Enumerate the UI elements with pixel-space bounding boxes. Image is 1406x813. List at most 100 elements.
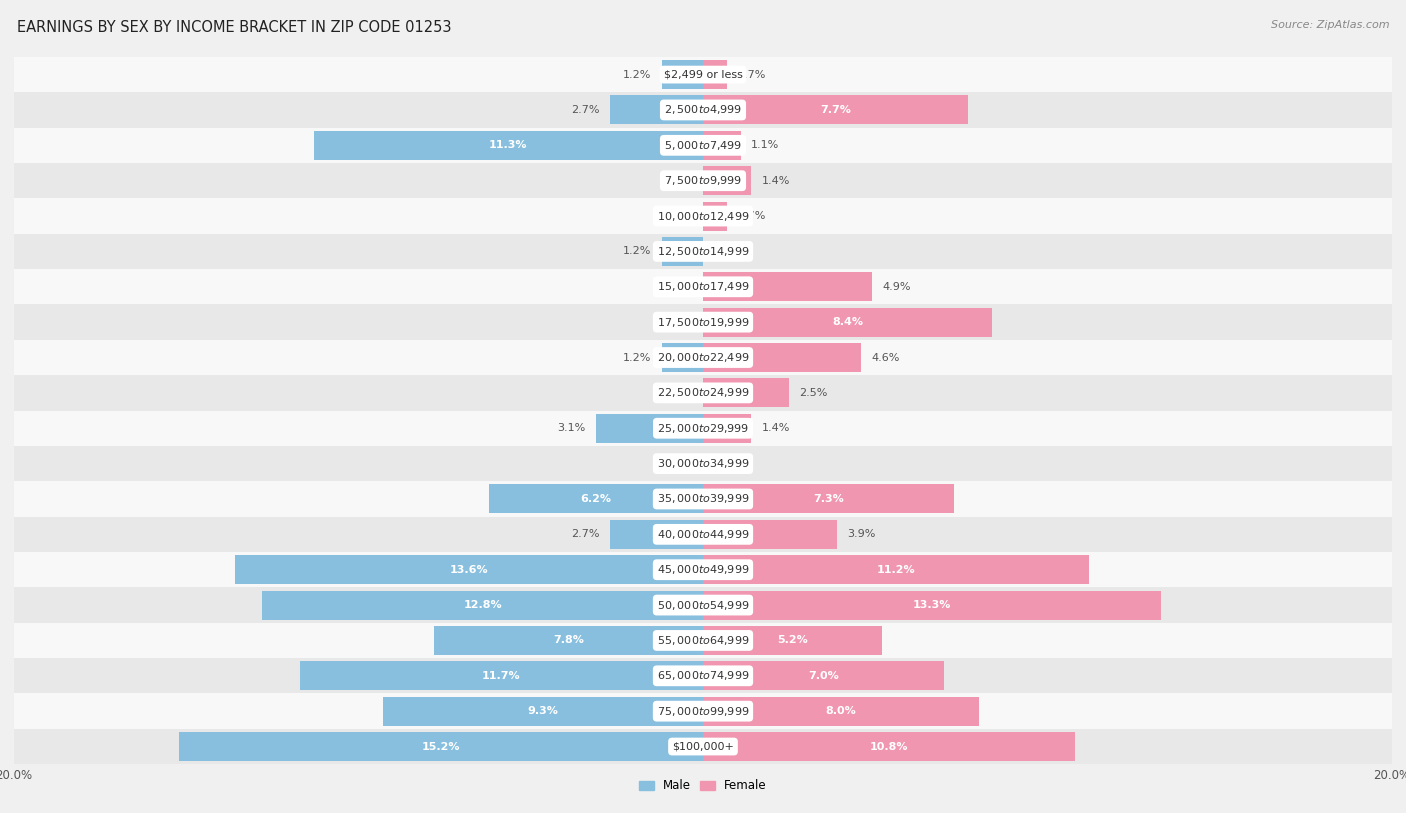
Text: $25,000 to $29,999: $25,000 to $29,999 (657, 422, 749, 435)
Bar (180, 732, 703, 761)
Text: 0.0%: 0.0% (713, 459, 741, 468)
Bar (14, 587, 1392, 623)
Bar (14, 411, 1392, 446)
Text: 1.4%: 1.4% (762, 176, 790, 185)
Text: 12.8%: 12.8% (463, 600, 502, 610)
Bar (703, 485, 955, 514)
Text: $35,000 to $39,999: $35,000 to $39,999 (657, 493, 749, 506)
Text: $5,000 to $7,499: $5,000 to $7,499 (664, 139, 742, 152)
Bar (14, 92, 1392, 128)
Bar (14, 163, 1392, 198)
Text: 0.0%: 0.0% (713, 246, 741, 256)
Text: 9.3%: 9.3% (527, 706, 558, 716)
Bar (662, 237, 703, 266)
Bar (703, 95, 969, 124)
Text: 0.0%: 0.0% (665, 282, 693, 292)
Bar (610, 520, 703, 549)
Bar (703, 414, 751, 443)
Text: 8.4%: 8.4% (832, 317, 863, 327)
Text: 1.4%: 1.4% (762, 424, 790, 433)
Text: 11.2%: 11.2% (876, 565, 915, 575)
Bar (703, 202, 727, 231)
Text: 1.2%: 1.2% (623, 70, 651, 80)
Text: 0.0%: 0.0% (665, 459, 693, 468)
Text: 7.0%: 7.0% (808, 671, 839, 680)
Bar (703, 626, 882, 655)
Text: 1.2%: 1.2% (623, 353, 651, 363)
Text: 10.8%: 10.8% (870, 741, 908, 751)
Bar (14, 729, 1392, 764)
Bar (14, 304, 1392, 340)
Bar (703, 343, 862, 372)
Text: $50,000 to $54,999: $50,000 to $54,999 (657, 598, 749, 611)
Bar (14, 623, 1392, 658)
Bar (14, 340, 1392, 375)
Text: $10,000 to $12,499: $10,000 to $12,499 (657, 210, 749, 223)
Bar (14, 481, 1392, 517)
Text: 0.7%: 0.7% (738, 211, 766, 221)
Text: 0.0%: 0.0% (665, 211, 693, 221)
Text: 1.2%: 1.2% (623, 246, 651, 256)
Bar (703, 378, 789, 407)
Text: $20,000 to $22,499: $20,000 to $22,499 (657, 351, 749, 364)
Bar (610, 95, 703, 124)
Text: 0.0%: 0.0% (665, 317, 693, 327)
Bar (662, 60, 703, 89)
Bar (14, 375, 1392, 411)
Bar (703, 697, 979, 726)
Legend: Male, Female: Male, Female (634, 775, 772, 798)
Text: 7.8%: 7.8% (553, 636, 583, 646)
Bar (703, 555, 1088, 585)
Text: $55,000 to $64,999: $55,000 to $64,999 (657, 634, 749, 647)
Text: 8.0%: 8.0% (825, 706, 856, 716)
Text: 0.7%: 0.7% (738, 70, 766, 80)
Bar (662, 343, 703, 372)
Text: Source: ZipAtlas.com: Source: ZipAtlas.com (1271, 20, 1389, 30)
Text: 11.7%: 11.7% (482, 671, 520, 680)
Text: 2.7%: 2.7% (571, 529, 599, 539)
Bar (14, 552, 1392, 587)
Bar (314, 131, 703, 160)
Bar (235, 555, 703, 585)
Bar (14, 269, 1392, 304)
Bar (14, 57, 1392, 92)
Bar (703, 166, 751, 195)
Bar (703, 590, 1161, 620)
Text: $40,000 to $44,999: $40,000 to $44,999 (657, 528, 749, 541)
Text: 13.6%: 13.6% (450, 565, 488, 575)
Text: $2,500 to $4,999: $2,500 to $4,999 (664, 103, 742, 116)
Text: 4.9%: 4.9% (882, 282, 911, 292)
Text: 2.7%: 2.7% (571, 105, 599, 115)
Bar (703, 131, 741, 160)
Bar (703, 272, 872, 302)
Text: $15,000 to $17,499: $15,000 to $17,499 (657, 280, 749, 293)
Text: $75,000 to $99,999: $75,000 to $99,999 (657, 705, 749, 718)
Text: $30,000 to $34,999: $30,000 to $34,999 (657, 457, 749, 470)
Text: 6.2%: 6.2% (581, 494, 612, 504)
Bar (262, 590, 703, 620)
Text: $17,500 to $19,999: $17,500 to $19,999 (657, 315, 749, 328)
Text: 15.2%: 15.2% (422, 741, 460, 751)
Text: $12,500 to $14,999: $12,500 to $14,999 (657, 245, 749, 258)
Bar (14, 659, 1392, 693)
Text: $45,000 to $49,999: $45,000 to $49,999 (657, 563, 749, 576)
Bar (14, 128, 1392, 163)
Text: 0.0%: 0.0% (665, 388, 693, 398)
Bar (703, 307, 993, 337)
Text: $22,500 to $24,999: $22,500 to $24,999 (657, 386, 749, 399)
Text: 4.6%: 4.6% (872, 353, 900, 363)
Text: $7,500 to $9,999: $7,500 to $9,999 (664, 174, 742, 187)
Text: 0.0%: 0.0% (665, 176, 693, 185)
Bar (299, 661, 703, 690)
Bar (703, 732, 1076, 761)
Text: $65,000 to $74,999: $65,000 to $74,999 (657, 669, 749, 682)
Bar (14, 233, 1392, 269)
Text: 3.9%: 3.9% (848, 529, 876, 539)
Bar (703, 520, 838, 549)
Text: EARNINGS BY SEX BY INCOME BRACKET IN ZIP CODE 01253: EARNINGS BY SEX BY INCOME BRACKET IN ZIP… (17, 20, 451, 35)
Text: 3.1%: 3.1% (558, 424, 586, 433)
Bar (596, 414, 703, 443)
Text: 5.2%: 5.2% (778, 636, 808, 646)
Bar (14, 198, 1392, 233)
Bar (14, 517, 1392, 552)
